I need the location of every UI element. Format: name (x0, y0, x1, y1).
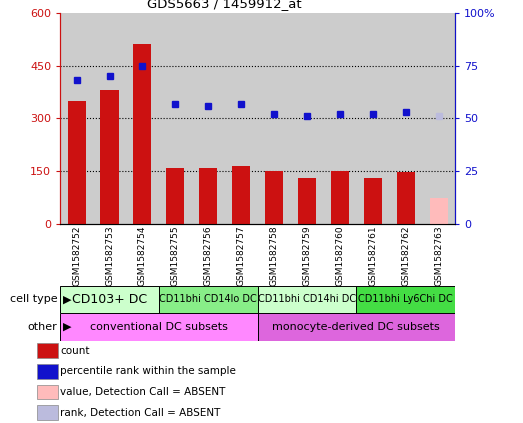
Bar (396, 172, 415, 224)
Text: conventional DC subsets: conventional DC subsets (90, 322, 228, 332)
Bar (257, 313, 455, 341)
Text: ▶: ▶ (63, 294, 71, 304)
Bar (356, 286, 455, 313)
Text: ▶: ▶ (63, 322, 71, 332)
Text: cell type: cell type (10, 294, 58, 304)
Text: rank, Detection Call = ABSENT: rank, Detection Call = ABSENT (60, 408, 221, 418)
Bar (37, 385, 58, 399)
Bar (133, 44, 152, 224)
Text: count: count (60, 346, 89, 356)
Bar (298, 179, 316, 224)
Bar (265, 171, 283, 224)
Bar (93, 13, 126, 224)
Bar (126, 13, 159, 224)
Bar (331, 171, 349, 224)
Text: CD11bhi CD14lo DC: CD11bhi CD14lo DC (160, 294, 257, 304)
Bar (159, 286, 257, 313)
Text: CD11bhi Ly6Chi DC: CD11bhi Ly6Chi DC (358, 294, 453, 304)
Text: CD11bhi CD14hi DC: CD11bhi CD14hi DC (258, 294, 356, 304)
Bar (199, 168, 217, 224)
Text: monocyte-derived DC subsets: monocyte-derived DC subsets (272, 322, 440, 332)
Text: CD103+ DC: CD103+ DC (72, 293, 147, 306)
Bar (422, 13, 455, 224)
Bar (429, 198, 448, 224)
Bar (67, 101, 86, 224)
Bar (100, 90, 119, 224)
Text: value, Detection Call = ABSENT: value, Detection Call = ABSENT (60, 387, 225, 397)
Bar (363, 179, 382, 224)
Bar (232, 166, 250, 224)
Bar (257, 13, 290, 224)
Bar (159, 13, 192, 224)
Bar (290, 13, 323, 224)
Bar (225, 13, 257, 224)
Bar (192, 13, 225, 224)
Bar (37, 343, 58, 358)
Text: other: other (28, 322, 58, 332)
Bar (60, 13, 93, 224)
Bar (37, 364, 58, 379)
Text: percentile rank within the sample: percentile rank within the sample (60, 366, 236, 376)
Bar (166, 168, 185, 224)
Bar (257, 286, 356, 313)
Bar (323, 13, 356, 224)
Bar (389, 13, 422, 224)
Bar (37, 405, 58, 420)
Bar (356, 13, 389, 224)
Text: GDS5663 / 1459912_at: GDS5663 / 1459912_at (147, 0, 302, 10)
Bar (60, 286, 159, 313)
Bar (60, 313, 257, 341)
